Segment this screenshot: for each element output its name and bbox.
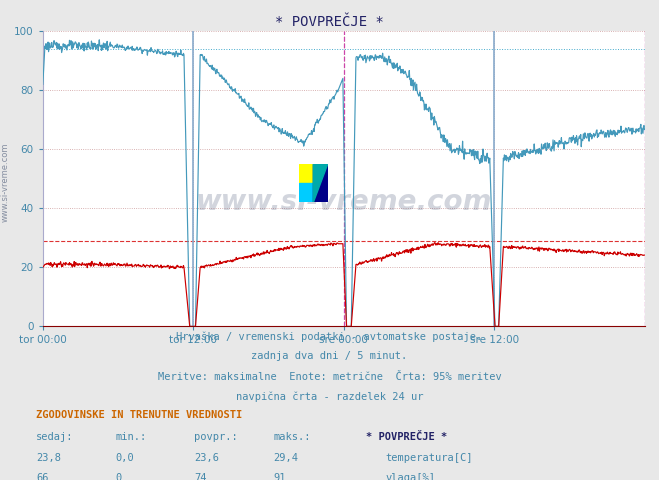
Text: 0,0: 0,0 [115, 453, 134, 463]
Text: 0: 0 [115, 473, 121, 480]
Text: www.si-vreme.com: www.si-vreme.com [196, 189, 492, 216]
Text: navpična črta - razdelek 24 ur: navpična črta - razdelek 24 ur [236, 392, 423, 402]
Text: * POVPREČJE *: * POVPREČJE * [366, 432, 447, 443]
Text: sedaj:: sedaj: [36, 432, 74, 443]
Text: maks.:: maks.: [273, 432, 311, 443]
Text: 91: 91 [273, 473, 286, 480]
Text: 29,4: 29,4 [273, 453, 299, 463]
Text: * POVPREČJE *: * POVPREČJE * [275, 15, 384, 29]
Polygon shape [313, 164, 328, 203]
Polygon shape [313, 164, 328, 203]
Bar [299, 164, 313, 183]
Text: www.si-vreme.com: www.si-vreme.com [1, 143, 10, 222]
Text: Meritve: maksimalne  Enote: metrične  Črta: 95% meritev: Meritve: maksimalne Enote: metrične Črta… [158, 372, 501, 382]
Text: povpr.:: povpr.: [194, 432, 238, 443]
Text: vlaga[%]: vlaga[%] [386, 473, 436, 480]
Text: 23,8: 23,8 [36, 453, 61, 463]
Text: Hrvaška / vremenski podatki - avtomatske postaje.: Hrvaška / vremenski podatki - avtomatske… [177, 331, 482, 342]
Text: 23,6: 23,6 [194, 453, 219, 463]
Text: min.:: min.: [115, 432, 146, 443]
Text: 66: 66 [36, 473, 49, 480]
Bar [299, 183, 313, 203]
Text: ZGODOVINSKE IN TRENUTNE VREDNOSTI: ZGODOVINSKE IN TRENUTNE VREDNOSTI [36, 410, 243, 420]
Text: zadnja dva dni / 5 minut.: zadnja dva dni / 5 minut. [251, 351, 408, 361]
Text: 74: 74 [194, 473, 207, 480]
Text: temperatura[C]: temperatura[C] [386, 453, 473, 463]
